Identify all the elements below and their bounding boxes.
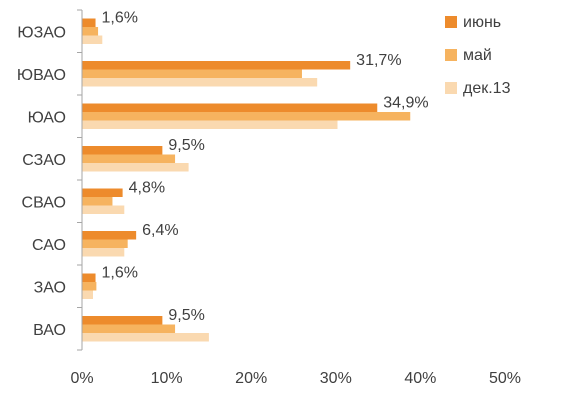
axes: 0% 10% 20% 30% 40% 50%	[70, 9, 521, 387]
data-label: 31,7%	[356, 52, 401, 69]
bar-dec13	[82, 248, 125, 257]
bar-may	[82, 27, 99, 36]
x-tick-label: 40%	[404, 370, 436, 387]
legend-label: дек.13	[463, 80, 511, 97]
bar-may	[82, 282, 97, 291]
bar-june	[82, 316, 163, 325]
legend-swatch	[445, 82, 457, 94]
bar-june	[82, 103, 378, 112]
bar-june	[82, 188, 123, 197]
bar-june	[82, 61, 351, 70]
category-label: СЗАО	[22, 152, 66, 169]
bar-may	[82, 239, 128, 248]
bar-may	[82, 324, 176, 333]
bars	[82, 18, 411, 342]
bar-may	[82, 197, 113, 206]
labels: ЮЗАО ЮВАО ЮАО СЗАО СВАО САО ЗАО ВАО 1,6% 31,7% 34,…	[17, 10, 429, 339]
bar-dec13	[82, 78, 318, 87]
legend-label: июнь	[463, 14, 501, 31]
data-label: 9,5%	[168, 307, 204, 324]
data-label: 6,4%	[142, 222, 178, 239]
legend-swatch	[445, 16, 457, 28]
bar-june	[82, 273, 96, 282]
x-tick-label: 0%	[70, 370, 93, 387]
bar-june	[82, 231, 137, 240]
data-label: 34,9%	[383, 95, 428, 112]
x-tick-label: 50%	[489, 370, 521, 387]
bar-dec13	[82, 205, 125, 214]
data-label: 9,5%	[168, 137, 204, 154]
bar-dec13	[82, 35, 103, 44]
bar-may	[82, 154, 176, 163]
data-label: 1,6%	[102, 265, 138, 282]
bar-dec13	[82, 120, 338, 129]
category-label: ЮАО	[28, 109, 66, 126]
bar-june	[82, 18, 96, 27]
category-label: САО	[32, 237, 66, 254]
bar-dec13	[82, 333, 209, 342]
legend-swatch	[445, 49, 457, 61]
bar-dec13	[82, 163, 189, 172]
bar-may	[82, 112, 411, 121]
category-label: ВАО	[33, 322, 66, 339]
x-tick-label: 30%	[320, 370, 352, 387]
x-tick-label: 10%	[151, 370, 183, 387]
category-label: ЮВАО	[17, 67, 66, 84]
bar-dec13	[82, 290, 93, 299]
category-label: ЮЗАО	[17, 24, 66, 41]
category-label: ЗАО	[34, 279, 66, 296]
legend-label: май	[463, 47, 492, 64]
data-label: 1,6%	[102, 10, 138, 27]
data-label: 4,8%	[129, 180, 165, 197]
bar-june	[82, 146, 163, 155]
x-tick-label: 20%	[235, 370, 267, 387]
legend: июнь май дек.13	[445, 14, 511, 97]
category-label: СВАО	[22, 194, 66, 211]
bar-may	[82, 69, 302, 78]
